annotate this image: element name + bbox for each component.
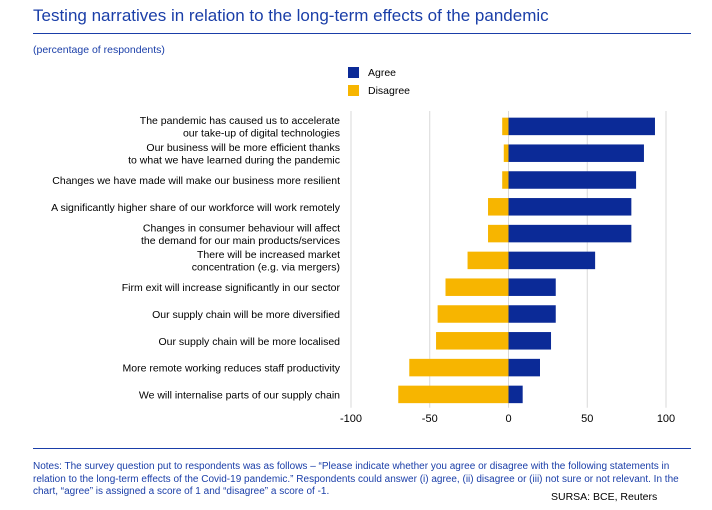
bar-disagree <box>467 251 509 270</box>
bar-disagree <box>488 224 509 243</box>
category-label: A significantly higher share of our work… <box>51 202 341 214</box>
bar-disagree <box>437 305 509 323</box>
legend-label: Disagree <box>368 85 410 97</box>
bar-disagree <box>436 332 509 350</box>
category-label: Firm exit will increase significantly in… <box>122 282 341 294</box>
category-label: Changes in consumer behaviour will affec… <box>141 222 340 247</box>
category-label: Our supply chain will be more localised <box>159 336 341 348</box>
bar-agree <box>508 198 632 216</box>
category-label: Our business will be more efficient than… <box>128 142 340 167</box>
title-rule <box>33 33 691 34</box>
x-tick-label: -50 <box>422 413 438 425</box>
bar-disagree <box>445 278 509 296</box>
bar-disagree <box>398 385 509 404</box>
bar-agree <box>508 385 523 404</box>
category-label: We will internalise parts of our supply … <box>139 389 340 401</box>
chart-subtitle: (percentage of respondents) <box>33 44 165 56</box>
category-label: There will be increased market concentrat… <box>192 249 340 274</box>
x-tick-label: 0 <box>505 413 511 425</box>
bar-agree <box>508 144 644 162</box>
x-tick-label: 100 <box>657 413 675 425</box>
bar-disagree <box>502 171 509 189</box>
legend-label: Agree <box>368 67 396 79</box>
bar-disagree <box>488 198 509 216</box>
bar-disagree <box>503 144 509 162</box>
bar-agree <box>508 305 556 323</box>
notes-rule <box>33 448 691 449</box>
chart-notes: Notes: The survey question put to respon… <box>33 461 679 497</box>
chart-source: SURSA: BCE, Reuters <box>551 491 658 503</box>
category-label: More remote working reduces staff produc… <box>123 363 341 375</box>
bar-agree <box>508 278 556 296</box>
category-label: Changes we have made will make our busin… <box>52 175 340 187</box>
x-tick-label: -100 <box>340 413 362 425</box>
bar-agree <box>508 332 552 350</box>
bar-agree <box>508 251 596 270</box>
category-label: Our supply chain will be more diversifie… <box>152 309 340 321</box>
bar-agree <box>508 224 632 243</box>
bar-agree <box>508 358 540 377</box>
legend-swatch <box>348 85 359 96</box>
legend-swatch <box>348 67 359 78</box>
bar-agree <box>508 117 655 136</box>
bar-disagree <box>502 117 509 136</box>
x-tick-label: 50 <box>581 413 593 425</box>
bar-disagree <box>409 358 509 377</box>
chart-title: Testing narratives in relation to the lo… <box>33 6 549 25</box>
bar-chart: -100 -50 0 50 100 The pandemic has caused us … <box>51 67 675 425</box>
bar-agree <box>508 171 637 189</box>
category-label: The pandemic has caused us to accelerate… <box>140 115 340 139</box>
